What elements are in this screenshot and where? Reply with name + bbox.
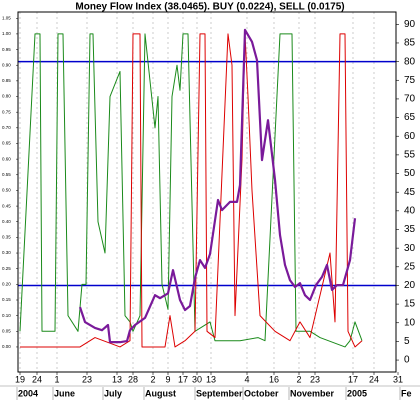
x-tick-label: 23 bbox=[310, 374, 320, 384]
x-tick-label: 24 bbox=[32, 374, 42, 384]
x-tick-label: 2 bbox=[296, 374, 301, 384]
y-tick-label: 0.00 bbox=[2, 344, 11, 349]
chart-title: Money Flow Index (38.0465). BUY (0.0224)… bbox=[75, 2, 344, 13]
y-tick-label: 0.85 bbox=[2, 78, 11, 83]
y-tick-label: 0.95 bbox=[2, 47, 11, 52]
y-tick-label: 0.75 bbox=[2, 109, 11, 114]
month-label: July bbox=[104, 388, 122, 398]
lines bbox=[19, 28, 363, 348]
series-line bbox=[20, 33, 363, 348]
y-tick-label: 0.70 bbox=[2, 125, 11, 130]
x-tick-label: 28 bbox=[128, 374, 138, 384]
series-line bbox=[19, 33, 363, 348]
x-tick-label: 13 bbox=[206, 374, 216, 384]
x-tick-label: 24 bbox=[369, 374, 379, 384]
y2-tick-label: 65 bbox=[404, 112, 416, 123]
y2-tick-label: 35 bbox=[404, 224, 416, 235]
y-tick-label: 0.65 bbox=[2, 141, 11, 146]
x-tick-label: 30 bbox=[192, 374, 202, 384]
y-tick-label: 0.10 bbox=[2, 313, 11, 318]
y-tick-label: 0.45 bbox=[2, 203, 11, 208]
x-tick-label: 2 bbox=[150, 374, 155, 384]
month-label: September bbox=[196, 388, 243, 398]
y2-tick-label: 70 bbox=[404, 94, 416, 105]
x-tick-label: 23 bbox=[82, 374, 92, 384]
y2-tick-label: 85 bbox=[404, 38, 416, 49]
month-label: August bbox=[145, 388, 176, 398]
y2-tick-label: 55 bbox=[404, 150, 416, 161]
y-tick-label: 0.30 bbox=[2, 250, 11, 255]
month-label: November bbox=[290, 388, 335, 398]
y-tick-label: 0.40 bbox=[2, 219, 11, 224]
y2-tick-label: 20 bbox=[404, 280, 416, 291]
series-line bbox=[78, 28, 357, 344]
x-tick-label: 4 bbox=[244, 374, 249, 384]
y2-tick-label: 90 bbox=[404, 19, 416, 30]
y2-tick-label: 40 bbox=[404, 205, 416, 216]
month-label: Fe bbox=[401, 388, 412, 398]
y2-tick-label: 75 bbox=[404, 75, 416, 86]
ticks: 0.00 0.05 0.10 0.15 0.20 0.25 0.30 0.35 0.40 0.45… bbox=[2, 15, 416, 400]
y-tick-label: 0.05 bbox=[2, 328, 11, 333]
y2-tick-label: 15 bbox=[404, 299, 416, 310]
y2-tick-label: 80 bbox=[404, 56, 416, 67]
y-tick-label: 0.80 bbox=[2, 94, 11, 99]
y2-tick-label: 0 bbox=[404, 355, 410, 366]
y-tick-label: 0.90 bbox=[2, 62, 11, 67]
y-tick-label: 0.25 bbox=[2, 266, 11, 271]
y-tick-label: 0.60 bbox=[2, 156, 11, 161]
month-label: October bbox=[244, 388, 279, 398]
y2-tick-label: 60 bbox=[404, 131, 416, 142]
x-tick-label: 13 bbox=[112, 374, 122, 384]
y-tick-label: 0.35 bbox=[2, 235, 11, 240]
x-tick-label: 16 bbox=[269, 374, 279, 384]
y-tick-label: 0.15 bbox=[2, 297, 11, 302]
y2-tick-label: 10 bbox=[404, 317, 416, 328]
y-tick-label: 0.20 bbox=[2, 282, 11, 287]
month-label: 2005 bbox=[347, 388, 367, 398]
x-tick-label: 9 bbox=[165, 374, 170, 384]
y2-tick-label: 25 bbox=[404, 261, 416, 272]
y-tick-label: 1.00 bbox=[2, 31, 11, 36]
x-tick-label: 1 bbox=[54, 374, 59, 384]
x-tick-label: 17 bbox=[348, 374, 358, 384]
y-tick-label: 1.05 bbox=[2, 15, 11, 20]
x-tick-label: 19 bbox=[15, 374, 25, 384]
y2-tick-label: 45 bbox=[404, 187, 416, 198]
x-tick-label: 17 bbox=[178, 374, 188, 384]
month-label: 2004 bbox=[18, 388, 38, 398]
y2-tick-label: 50 bbox=[404, 168, 416, 179]
month-label: June bbox=[54, 388, 75, 398]
y-tick-label: 0.50 bbox=[2, 188, 11, 193]
y2-tick-label: 30 bbox=[404, 243, 416, 254]
y2-tick-label: 5 bbox=[404, 336, 410, 347]
x-tick-label: 31 bbox=[393, 374, 403, 384]
y-tick-label: 0.55 bbox=[2, 172, 11, 177]
